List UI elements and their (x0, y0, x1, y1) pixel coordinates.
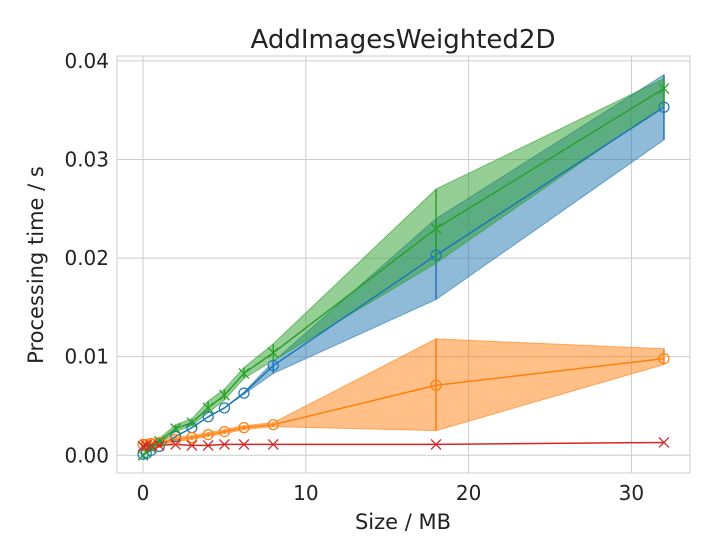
series-3-point (145, 442, 157, 454)
x-axis-label: Size / MB (355, 510, 451, 534)
x-tick-label: 0 (137, 481, 150, 505)
series-4-point (145, 439, 157, 451)
series-3-point (170, 423, 182, 435)
series-3-point (218, 389, 230, 401)
series-2-point (430, 379, 442, 391)
series-3-point (186, 417, 198, 429)
y-tick-label: 0.02 (64, 246, 109, 270)
series-4-point (202, 439, 214, 451)
series-4-point (140, 439, 152, 451)
x-tick-label: 20 (456, 481, 481, 505)
series-1-point (238, 387, 250, 399)
series-2-line (143, 357, 665, 446)
series-3-point (153, 435, 165, 447)
x-tick-label: 10 (293, 481, 318, 505)
y-tick-labels: 0.00 0.01 0.02 0.03 0.04 (64, 49, 109, 467)
series-3-point (267, 347, 279, 359)
series-1-point (170, 430, 182, 443)
series-4-point (186, 439, 198, 451)
series-2-point (238, 422, 250, 434)
series-4-point (218, 438, 230, 450)
series-2-point (186, 431, 198, 444)
series-2-point (658, 353, 670, 365)
series-4-point (238, 438, 250, 450)
x-tick-label: 30 (619, 481, 644, 505)
chart-title: AddImagesWeighted2D (251, 25, 556, 55)
y-tick-label: 0.04 (64, 49, 109, 73)
y-tick-label: 0.00 (64, 443, 109, 467)
y-tick-label: 0.03 (64, 148, 109, 172)
y-tick-label: 0.01 (64, 345, 109, 369)
series-3-point (430, 223, 442, 234)
series-3-point (202, 402, 214, 414)
series-4-point (658, 436, 670, 448)
series-4-point (430, 438, 442, 450)
series-1-point (218, 402, 231, 414)
series-markers (137, 83, 670, 461)
series-4-point (267, 438, 279, 450)
series-3-point (658, 83, 670, 94)
series-2-point (218, 425, 231, 438)
series-4-point (170, 438, 182, 450)
series-4-line (142, 441, 664, 448)
series-1-point (202, 411, 214, 423)
series-1-point (267, 359, 279, 372)
plot-frame (116, 55, 691, 474)
x-tick-labels: 0 10 20 30 (137, 481, 644, 505)
series-1-point (658, 101, 670, 113)
series-3-point (238, 367, 250, 379)
y-axis-label: Processing time / s (24, 166, 48, 364)
series-4-point (153, 439, 165, 451)
series-2-point (267, 419, 279, 431)
series-2-point (202, 428, 214, 441)
series-1-point (430, 249, 442, 261)
